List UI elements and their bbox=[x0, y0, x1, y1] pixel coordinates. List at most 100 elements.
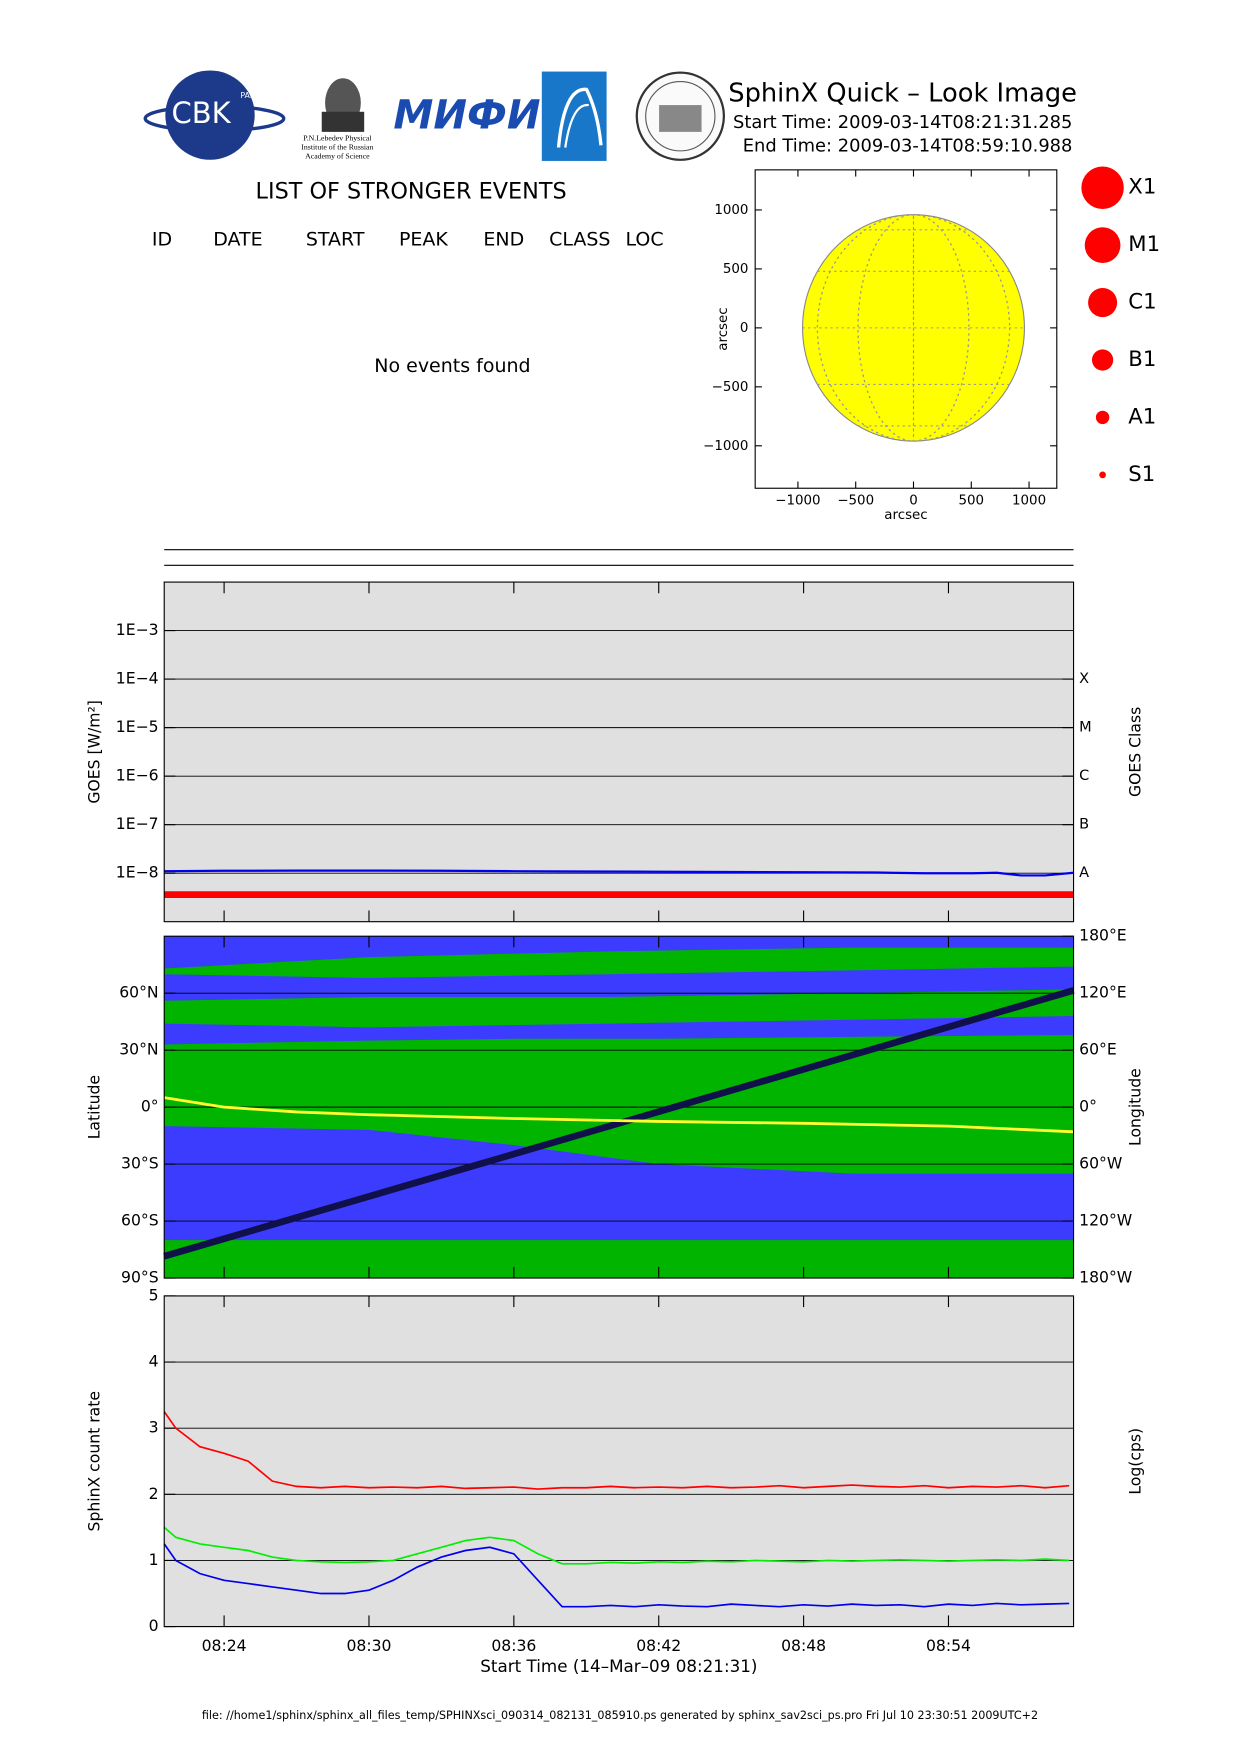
y-tick-label: 1E−4 bbox=[116, 669, 159, 688]
logo-lebedev: P.N.Lebedev Physical Institute of the Ru… bbox=[301, 78, 374, 160]
x-tick-label: −500 bbox=[837, 494, 874, 509]
class-tick-label: C bbox=[1079, 768, 1089, 784]
logo-arc bbox=[541, 71, 607, 161]
y-axis-label: GOES [W/m²] bbox=[84, 700, 103, 804]
y-tick-label: 5 bbox=[149, 1285, 159, 1304]
column-header: LOC bbox=[626, 229, 664, 251]
y2-axis-label: Log(cps) bbox=[1126, 1428, 1145, 1495]
y-tick-label: 4 bbox=[149, 1352, 159, 1371]
y-tick-label: 1E−3 bbox=[116, 620, 159, 639]
y-tick-label: −500 bbox=[712, 380, 749, 395]
events-message: No events found bbox=[374, 355, 530, 377]
legend-marker bbox=[1091, 349, 1114, 371]
legend-label: S1 bbox=[1128, 462, 1155, 487]
column-header: PEAK bbox=[399, 229, 448, 251]
class-tick-label: X bbox=[1079, 671, 1089, 687]
x-tick-label: −1000 bbox=[775, 494, 820, 509]
y-tick-label: 1 bbox=[149, 1550, 159, 1569]
series-line bbox=[163, 987, 1075, 1260]
column-header: CLASS bbox=[549, 229, 610, 251]
logo-text: CBK bbox=[171, 96, 231, 130]
x-tick-label: 500 bbox=[958, 494, 984, 509]
logo-seal bbox=[635, 71, 726, 161]
y-tick-label: 500 bbox=[723, 262, 749, 277]
page-title: SphinX Quick – Look Image bbox=[728, 78, 1077, 108]
legend-marker bbox=[1084, 227, 1121, 264]
logo-text: МИФИ bbox=[393, 92, 540, 138]
y2-tick-label: 180°W bbox=[1079, 1268, 1132, 1287]
y2-tick-label: 120°W bbox=[1079, 1211, 1132, 1230]
radiation-region bbox=[164, 989, 1074, 1028]
logo-mifi: МИФИ bbox=[393, 92, 540, 138]
radiation-region bbox=[164, 1034, 1074, 1174]
y-tick-label: 1E−7 bbox=[116, 814, 159, 833]
y-tick-label: 60°S bbox=[121, 1211, 159, 1230]
legend-label: A1 bbox=[1128, 404, 1156, 429]
y-axis-label: arcsec bbox=[716, 307, 731, 350]
column-header: DATE bbox=[213, 229, 262, 251]
y-tick-label: 30°N bbox=[119, 1040, 158, 1059]
legend-label: X1 bbox=[1128, 175, 1156, 200]
y-tick-label: 90°S bbox=[121, 1268, 159, 1287]
series-line bbox=[163, 1543, 1070, 1608]
y2-tick-label: 60°E bbox=[1079, 1040, 1117, 1059]
legend-marker bbox=[1088, 288, 1118, 318]
radiation-region bbox=[164, 947, 1074, 978]
logo-caption: Institute of the Russian bbox=[301, 142, 373, 151]
legend-label: M1 bbox=[1128, 232, 1160, 257]
x-axis-label: arcsec bbox=[884, 508, 927, 523]
column-header: END bbox=[483, 229, 524, 251]
y-tick-label: 1E−5 bbox=[116, 717, 159, 736]
x-tick-label: 08:54 bbox=[926, 1636, 971, 1655]
x-tick-label: 08:42 bbox=[636, 1636, 681, 1655]
logo-caption: P.N.Lebedev Physical bbox=[303, 133, 372, 142]
y-axis-label: Latitude bbox=[84, 1075, 103, 1139]
radiation-region bbox=[164, 1240, 1074, 1279]
y-tick-label: 2 bbox=[149, 1484, 159, 1503]
y2-tick-label: 120°E bbox=[1079, 983, 1127, 1002]
events-title: LIST OF STRONGER EVENTS bbox=[256, 179, 567, 205]
x-tick-label: 08:24 bbox=[202, 1636, 247, 1655]
logo-caption: Academy of Science bbox=[305, 151, 370, 160]
legend-marker bbox=[1099, 471, 1106, 479]
y-tick-label: 1E−8 bbox=[116, 863, 159, 882]
y-tick-label: 30°S bbox=[121, 1154, 159, 1173]
plot-frame bbox=[163, 581, 1075, 923]
y-tick-label: 1000 bbox=[714, 203, 748, 218]
meridian bbox=[816, 214, 1011, 442]
series-line bbox=[163, 1526, 1070, 1565]
y2-tick-label: 180°E bbox=[1079, 926, 1127, 945]
x-tick-label: 08:36 bbox=[491, 1636, 536, 1655]
y-tick-label: 0 bbox=[740, 321, 749, 336]
legend-label: C1 bbox=[1128, 290, 1156, 315]
y-axis-label: SphinX count rate bbox=[84, 1391, 103, 1531]
y-tick-label: 3 bbox=[149, 1418, 159, 1437]
plot-frame bbox=[754, 169, 1058, 489]
y2-axis-label: GOES Class bbox=[1126, 707, 1145, 797]
x-tick-label: 1000 bbox=[1012, 494, 1046, 509]
start-time: Start Time: 2009-03-14T08:21:31.285 bbox=[733, 112, 1072, 133]
footer: file: //home1/sphinx/sphinx_all_files_te… bbox=[202, 1709, 1038, 1722]
y2-tick-label: 0° bbox=[1079, 1097, 1097, 1116]
class-tick-label: A bbox=[1079, 865, 1089, 881]
end-time: End Time: 2009-03-14T08:59:10.988 bbox=[743, 135, 1073, 156]
column-header: ID bbox=[152, 229, 172, 251]
class-tick-label: M bbox=[1079, 720, 1092, 736]
y2-axis-label: Longitude bbox=[1126, 1068, 1145, 1146]
y-tick-label: 0° bbox=[141, 1097, 159, 1116]
y2-tick-label: 60°W bbox=[1079, 1154, 1122, 1173]
x-tick-label: 08:30 bbox=[346, 1636, 391, 1655]
x-tick-label: 08:48 bbox=[781, 1636, 826, 1655]
y-tick-label: 1E−6 bbox=[116, 766, 159, 785]
plot-background bbox=[164, 582, 1074, 922]
series-line bbox=[163, 1411, 1070, 1490]
plot-background bbox=[164, 1295, 1074, 1627]
series-line bbox=[164, 869, 1074, 877]
class-tick-label: B bbox=[1079, 817, 1089, 833]
logo-cbk: CBK PAN bbox=[143, 70, 286, 160]
column-header: START bbox=[306, 229, 365, 251]
legend-label: B1 bbox=[1128, 347, 1156, 372]
y-tick-label: 60°N bbox=[119, 983, 158, 1002]
plot-frame bbox=[163, 935, 1075, 1279]
